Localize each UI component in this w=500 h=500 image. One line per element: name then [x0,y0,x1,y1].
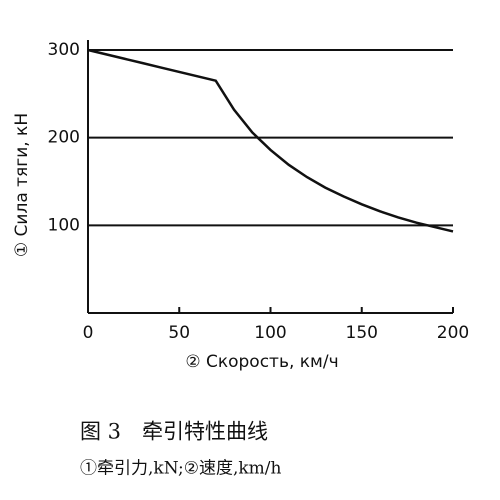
x-tick-label: 200 [437,323,469,343]
caption-note: ①牵引力,kN;②速度,km/h [80,459,281,479]
caption: 图 3 牵引特性曲线 [80,420,268,444]
x-tick-label: 0 [83,323,94,343]
x-tick-label: 100 [254,323,286,343]
x-tick-label: 50 [168,323,190,343]
curve [87,48,454,233]
y-axis-label: ① Сила тяги, кН [12,113,32,257]
y-tick-label: 200 [48,128,80,148]
y-tick-label: 300 [48,40,80,60]
x-tick-label: 150 [346,323,378,343]
y-tick-label: 100 [48,215,80,235]
x-axis-label: ② Скорость, км/ч [185,352,338,372]
